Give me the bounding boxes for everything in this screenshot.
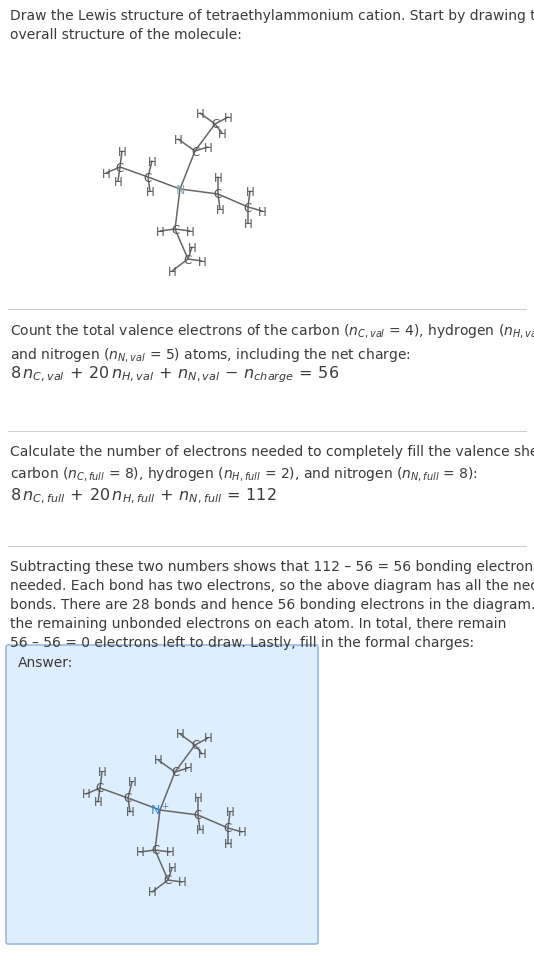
Text: H: H: [195, 108, 205, 120]
Text: H: H: [246, 185, 254, 198]
Text: C: C: [144, 172, 152, 184]
Text: H: H: [125, 805, 135, 819]
Text: H: H: [244, 217, 253, 231]
Text: H: H: [82, 788, 90, 801]
Text: C: C: [211, 118, 219, 132]
Text: $\mathregular{8\,}$$n_{C,val}$$\mathregular{\,+\,20\,}$$n_{H,val}$$\mathregular{: $\mathregular{8\,}$$n_{C,val}$$\mathregu…: [10, 364, 339, 384]
Text: C: C: [224, 821, 232, 835]
Text: H: H: [178, 876, 186, 888]
Text: H: H: [114, 175, 122, 189]
Text: Answer:: Answer:: [18, 656, 73, 669]
Text: C: C: [116, 161, 124, 174]
Text: H: H: [203, 732, 213, 744]
Text: H: H: [117, 146, 127, 158]
Text: H: H: [195, 823, 205, 837]
Text: H: H: [98, 765, 106, 779]
Text: H: H: [214, 172, 222, 184]
Text: $\mathregular{8\,}$$n_{C,full}$$\mathregular{\,+\,20\,}$$n_{H,full}$$\mathregula: $\mathregular{8\,}$$n_{C,full}$$\mathreg…: [10, 486, 277, 506]
Text: Calculate the number of electrons needed to completely fill the valence shells f: Calculate the number of electrons needed…: [10, 444, 534, 482]
Text: H: H: [176, 728, 184, 740]
Text: H: H: [184, 761, 192, 775]
Text: C: C: [96, 781, 104, 795]
Text: C: C: [124, 792, 132, 804]
Text: C: C: [171, 223, 179, 236]
Text: Count the total valence electrons of the carbon ($n_{C,val}$ = 4), hydrogen ($n_: Count the total valence electrons of the…: [10, 322, 534, 363]
FancyBboxPatch shape: [6, 645, 318, 944]
Text: C: C: [191, 739, 199, 752]
Text: H: H: [216, 203, 224, 216]
Text: H: H: [238, 825, 246, 839]
Text: H: H: [147, 155, 156, 169]
Text: H: H: [203, 141, 213, 154]
Text: N: N: [175, 183, 185, 196]
Text: H: H: [198, 748, 206, 760]
Text: H: H: [168, 862, 176, 875]
Text: H: H: [128, 776, 136, 789]
Text: C: C: [164, 874, 172, 886]
Text: H: H: [187, 241, 197, 254]
Text: H: H: [101, 168, 111, 180]
Text: H: H: [226, 805, 234, 819]
Text: H: H: [257, 205, 266, 218]
Text: C: C: [171, 765, 179, 779]
Text: H: H: [186, 225, 194, 238]
Text: C: C: [184, 253, 192, 266]
Text: Draw the Lewis structure of tetraethylammonium cation. Start by drawing the
over: Draw the Lewis structure of tetraethylam…: [10, 9, 534, 42]
Text: C: C: [214, 189, 222, 201]
Text: C: C: [194, 809, 202, 821]
Text: H: H: [136, 845, 144, 859]
Text: H: H: [166, 845, 175, 859]
Text: H: H: [218, 128, 226, 140]
Text: H: H: [93, 796, 103, 809]
Text: H: H: [154, 754, 162, 767]
Text: C: C: [191, 146, 199, 158]
Text: H: H: [168, 265, 176, 278]
Text: C: C: [244, 201, 252, 214]
Text: H: H: [155, 225, 164, 238]
Text: H: H: [146, 185, 154, 198]
Text: H: H: [174, 133, 183, 147]
Text: H: H: [198, 255, 206, 268]
Text: C: C: [151, 843, 159, 857]
Text: $\mathregular{N^+}$: $\mathregular{N^+}$: [150, 802, 170, 818]
Text: H: H: [147, 885, 156, 899]
Text: Subtracting these two numbers shows that 112 – 56 = 56 bonding electrons are
nee: Subtracting these two numbers shows that…: [10, 559, 534, 649]
Text: H: H: [194, 792, 202, 804]
Text: H: H: [224, 838, 232, 851]
Text: H: H: [224, 112, 232, 125]
